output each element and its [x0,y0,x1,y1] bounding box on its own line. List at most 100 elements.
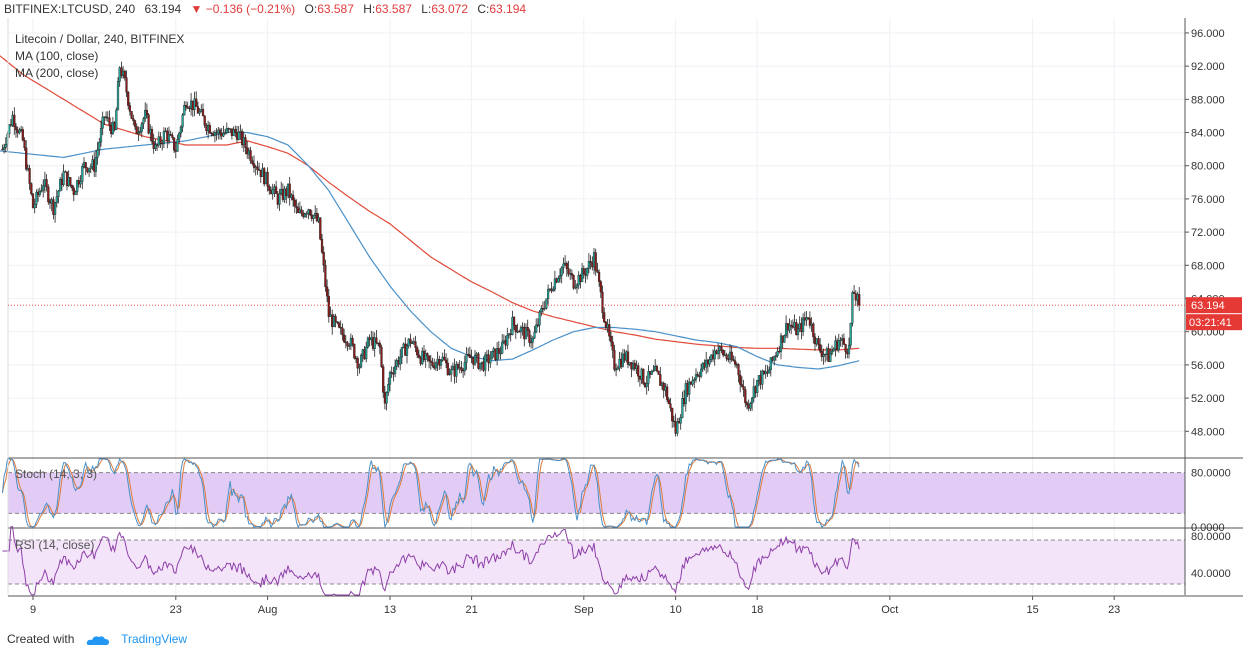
candle-body [465,354,468,363]
candle-body [582,268,585,275]
candle-body [57,190,60,197]
candle-body [99,128,103,143]
candle-body [824,353,827,356]
candle-body [30,183,33,195]
ma100-legend[interactable]: MA (100, close) [15,49,99,63]
candle-body [779,335,783,352]
candle-body [822,354,825,357]
candle-body [696,374,699,377]
candle-body [278,193,281,205]
time-tick-label: 21 [465,604,477,616]
candle-body [358,366,361,369]
candle-body [598,272,601,282]
candle-body [69,177,72,186]
candle-body [463,362,466,371]
candle-body [159,136,162,144]
rsi-label[interactable]: RSI (14, close) [15,538,95,552]
candle-body [487,354,490,364]
candle-body [742,386,745,390]
candle-body [479,363,482,369]
candle-body [348,345,351,347]
candle-body [225,128,228,133]
chart-canvas[interactable]: 96.000 92.000 88.000 84.000 80.000 76.000 72.0… [0,18,1243,622]
candle-body [700,368,703,377]
candle-body [40,190,43,192]
time-axis[interactable]: 9 23 Aug 13 21 Sep 10 18 Oct 15 23 [30,596,1120,616]
candle-body [336,321,339,323]
candle-body [853,292,856,294]
candle-body [416,347,419,356]
candle-body [553,278,556,290]
candle-body [203,115,206,126]
candle-body [388,371,392,385]
candle-body [142,118,145,124]
candle-body [98,141,101,150]
candle-body [365,346,368,360]
ma200-line [0,55,860,351]
candle-body [587,260,590,269]
candle-body [599,281,602,293]
candle-body [694,374,698,380]
candle-body [346,342,349,347]
candle-body [839,339,842,341]
candle-body [178,132,181,140]
candle-body [645,383,648,387]
candle-body [490,351,494,360]
created-with-text: Created with [7,632,75,646]
candle-body [300,209,303,214]
candle-body [244,137,247,148]
candle-body [411,342,414,344]
candle-body [382,366,385,393]
candle-body [14,126,18,131]
candle-body [613,349,616,370]
candle-body [400,347,403,358]
symbol-name[interactable]: BITFINEX:LTCUSD, 240 [4,2,136,16]
candle-body [18,129,21,134]
candle-body [150,128,154,142]
candle-body [667,399,670,404]
candle-body [59,178,62,192]
candle-body [676,421,679,434]
oscillators [1,457,860,596]
candle-body [249,150,252,161]
candle-body [208,124,211,134]
candle-body [647,371,650,384]
candle-body [540,308,543,312]
candle-body [681,398,684,418]
candle-body [796,328,800,336]
candle-body [162,131,165,144]
candle-body [609,336,613,343]
candle-body [455,364,458,377]
candle-body [54,202,57,215]
candle-body [70,184,74,189]
candle-body [725,354,728,359]
candle-body [830,350,834,354]
candle-body [373,337,376,349]
candle-body [356,357,359,369]
tradingview-link[interactable]: TradingView [121,632,188,646]
high-value: 63.587 [375,2,412,16]
candle-body [176,138,179,152]
stoch-label[interactable]: Stoch (14, 3, 3) [15,467,98,481]
grid [8,18,1185,595]
candle-body [198,111,201,114]
high-label: H: [363,2,376,16]
candle-body [38,191,41,196]
candle-body [222,132,225,137]
price-tick-label: 88.000 [1191,94,1225,106]
candle-body [671,407,674,422]
candle-body [8,124,11,135]
candle-body [320,239,324,253]
ma200-legend[interactable]: MA (200, close) [15,66,99,80]
candle-body [788,324,791,331]
candle-body [108,117,111,126]
time-tick-label: 13 [384,604,396,616]
candle-body [62,171,65,185]
candle-body [213,132,216,136]
candle-body [154,144,157,149]
candle-body [739,374,742,385]
candle-body [581,268,584,283]
candle-body [608,324,611,337]
candle-body [574,287,577,289]
price-tick-label: 80.000 [1191,161,1225,173]
